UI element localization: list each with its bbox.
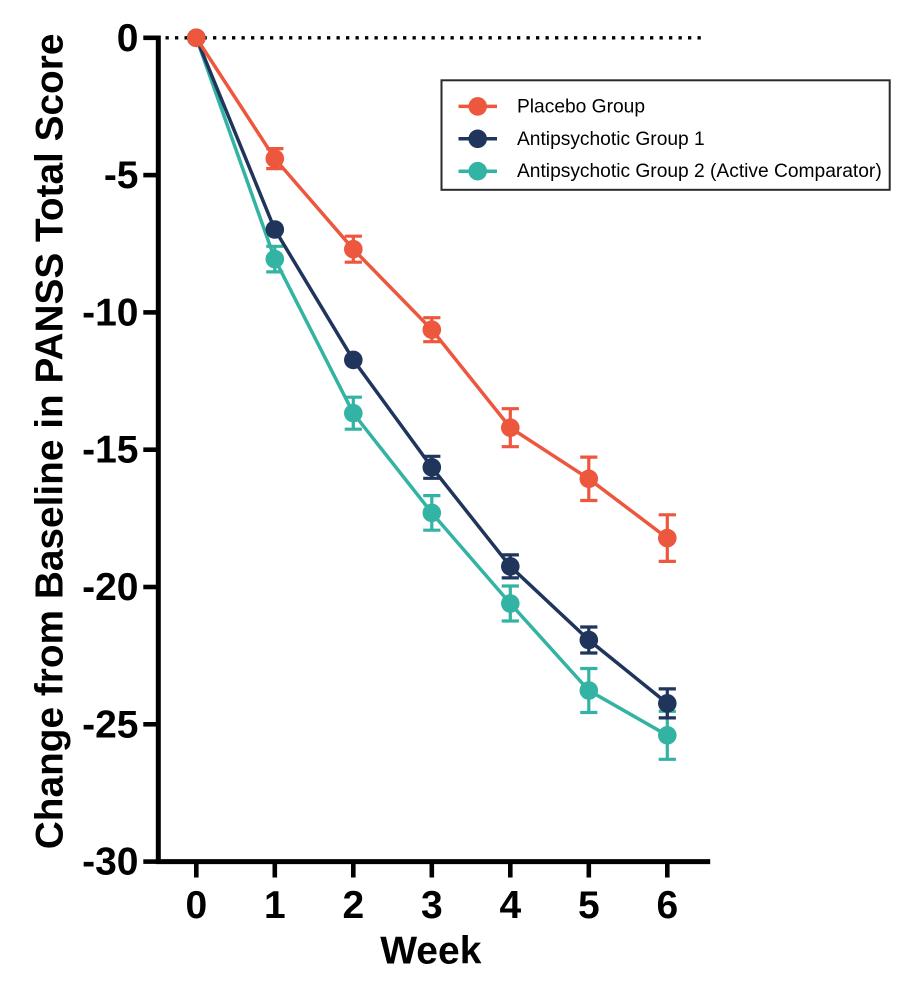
svg-text:3: 3 <box>421 884 443 927</box>
svg-text:-30: -30 <box>82 841 138 884</box>
svg-text:-15: -15 <box>82 429 138 472</box>
svg-text:Week: Week <box>380 930 481 973</box>
svg-text:Placebo Group: Placebo Group <box>517 96 645 117</box>
svg-text:Change from Baseline in PANSS: Change from Baseline in PANSS Total Scor… <box>29 34 72 850</box>
svg-text:0: 0 <box>117 17 139 60</box>
svg-text:4: 4 <box>499 884 521 927</box>
svg-text:-10: -10 <box>82 291 138 334</box>
svg-text:0: 0 <box>185 884 207 927</box>
svg-text:5: 5 <box>578 884 600 927</box>
svg-text:-5: -5 <box>104 154 139 197</box>
svg-text:Antipsychotic Group 2 (Active: Antipsychotic Group 2 (Active Comparator… <box>517 161 882 182</box>
svg-text:-25: -25 <box>82 703 138 746</box>
svg-text:Antipsychotic Group 1: Antipsychotic Group 1 <box>517 129 705 150</box>
svg-text:1: 1 <box>264 884 286 927</box>
svg-text:2: 2 <box>342 884 364 927</box>
svg-text:-20: -20 <box>82 566 138 609</box>
svg-text:6: 6 <box>656 884 678 927</box>
